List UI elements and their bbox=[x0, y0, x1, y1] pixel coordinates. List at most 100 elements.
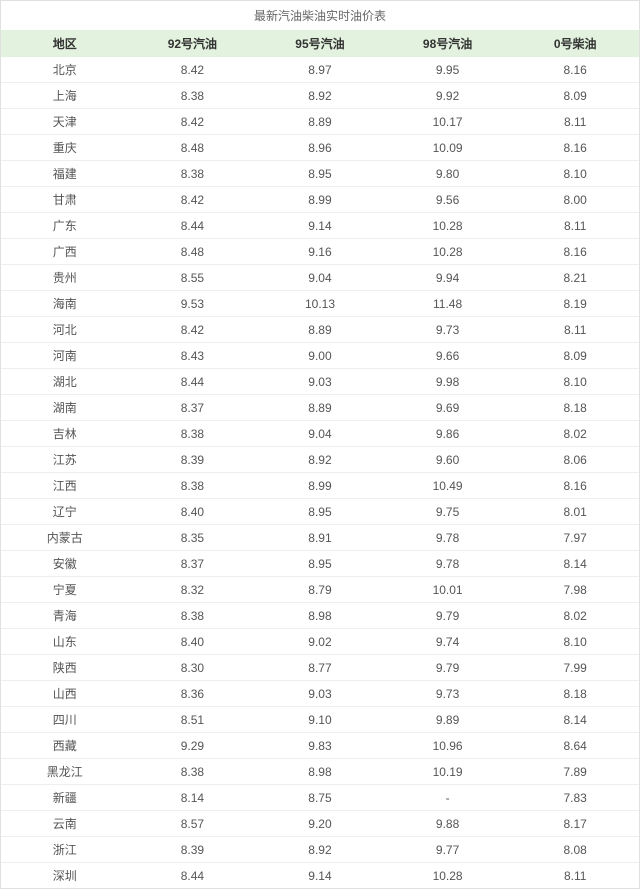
table-row: 青海8.388.989.798.02 bbox=[1, 603, 639, 629]
table-row: 海南9.5310.1311.488.19 bbox=[1, 291, 639, 317]
cell-price: 9.16 bbox=[256, 239, 384, 265]
fuel-price-table: 地区 92号汽油 95号汽油 98号汽油 0号柴油 北京8.428.979.95… bbox=[1, 30, 639, 888]
cell-price: 8.99 bbox=[256, 187, 384, 213]
cell-price: 8.21 bbox=[511, 265, 639, 291]
table-header-row: 地区 92号汽油 95号汽油 98号汽油 0号柴油 bbox=[1, 30, 639, 57]
cell-price: 8.16 bbox=[511, 239, 639, 265]
cell-price: 9.03 bbox=[256, 681, 384, 707]
cell-price: 8.37 bbox=[129, 395, 257, 421]
cell-price: 9.79 bbox=[384, 655, 512, 681]
cell-price: 8.02 bbox=[511, 421, 639, 447]
cell-price: 8.55 bbox=[129, 265, 257, 291]
cell-region: 湖南 bbox=[1, 395, 129, 421]
table-row: 陕西8.308.779.797.99 bbox=[1, 655, 639, 681]
cell-price: 8.11 bbox=[511, 863, 639, 889]
cell-region: 甘肃 bbox=[1, 187, 129, 213]
cell-price: 8.89 bbox=[256, 109, 384, 135]
cell-price: 8.89 bbox=[256, 317, 384, 343]
cell-price: 8.16 bbox=[511, 57, 639, 83]
cell-price: 10.28 bbox=[384, 213, 512, 239]
cell-price: 8.57 bbox=[129, 811, 257, 837]
cell-price: 8.97 bbox=[256, 57, 384, 83]
cell-price: 8.42 bbox=[129, 317, 257, 343]
cell-price: 8.16 bbox=[511, 135, 639, 161]
cell-price: 8.64 bbox=[511, 733, 639, 759]
cell-region: 宁夏 bbox=[1, 577, 129, 603]
cell-price: 8.51 bbox=[129, 707, 257, 733]
cell-price: 7.83 bbox=[511, 785, 639, 811]
cell-price: 9.03 bbox=[256, 369, 384, 395]
cell-price: 8.42 bbox=[129, 109, 257, 135]
cell-region: 天津 bbox=[1, 109, 129, 135]
cell-price: 11.48 bbox=[384, 291, 512, 317]
cell-region: 湖北 bbox=[1, 369, 129, 395]
table-row: 江苏8.398.929.608.06 bbox=[1, 447, 639, 473]
cell-price: 9.20 bbox=[256, 811, 384, 837]
col-header-92: 92号汽油 bbox=[129, 30, 257, 57]
table-row: 重庆8.488.9610.098.16 bbox=[1, 135, 639, 161]
cell-region: 西藏 bbox=[1, 733, 129, 759]
cell-price: 8.77 bbox=[256, 655, 384, 681]
cell-price: 9.89 bbox=[384, 707, 512, 733]
cell-price: 8.38 bbox=[129, 759, 257, 785]
cell-price: 8.75 bbox=[256, 785, 384, 811]
cell-price: 8.30 bbox=[129, 655, 257, 681]
cell-price: 8.44 bbox=[129, 213, 257, 239]
cell-region: 江苏 bbox=[1, 447, 129, 473]
col-header-98: 98号汽油 bbox=[384, 30, 512, 57]
cell-region: 北京 bbox=[1, 57, 129, 83]
cell-region: 吉林 bbox=[1, 421, 129, 447]
cell-price: 9.73 bbox=[384, 681, 512, 707]
cell-price: 9.74 bbox=[384, 629, 512, 655]
cell-region: 河北 bbox=[1, 317, 129, 343]
cell-price: 8.98 bbox=[256, 759, 384, 785]
cell-price: 8.17 bbox=[511, 811, 639, 837]
cell-price: 10.28 bbox=[384, 863, 512, 889]
cell-price: 8.44 bbox=[129, 863, 257, 889]
cell-price: 8.91 bbox=[256, 525, 384, 551]
col-header-0diesel: 0号柴油 bbox=[511, 30, 639, 57]
cell-price: 9.78 bbox=[384, 551, 512, 577]
cell-price: 9.29 bbox=[129, 733, 257, 759]
cell-price: 9.00 bbox=[256, 343, 384, 369]
table-row: 山西8.369.039.738.18 bbox=[1, 681, 639, 707]
cell-price: 8.19 bbox=[511, 291, 639, 317]
table-row: 浙江8.398.929.778.08 bbox=[1, 837, 639, 863]
cell-price: 9.78 bbox=[384, 525, 512, 551]
cell-price: 10.96 bbox=[384, 733, 512, 759]
cell-price: 8.14 bbox=[511, 707, 639, 733]
cell-price: 10.13 bbox=[256, 291, 384, 317]
cell-price: 8.48 bbox=[129, 239, 257, 265]
cell-region: 内蒙古 bbox=[1, 525, 129, 551]
cell-price: 8.11 bbox=[511, 317, 639, 343]
cell-price: 7.97 bbox=[511, 525, 639, 551]
cell-price: 8.11 bbox=[511, 213, 639, 239]
cell-price: 10.49 bbox=[384, 473, 512, 499]
cell-price: 8.01 bbox=[511, 499, 639, 525]
cell-region: 重庆 bbox=[1, 135, 129, 161]
cell-price: 8.09 bbox=[511, 343, 639, 369]
cell-price: 8.11 bbox=[511, 109, 639, 135]
table-row: 广东8.449.1410.288.11 bbox=[1, 213, 639, 239]
table-row: 湖北8.449.039.988.10 bbox=[1, 369, 639, 395]
table-row: 河北8.428.899.738.11 bbox=[1, 317, 639, 343]
cell-price: 8.95 bbox=[256, 499, 384, 525]
cell-region: 安徽 bbox=[1, 551, 129, 577]
cell-price: 8.10 bbox=[511, 369, 639, 395]
table-row: 福建8.388.959.808.10 bbox=[1, 161, 639, 187]
table-row: 宁夏8.328.7910.017.98 bbox=[1, 577, 639, 603]
table-row: 江西8.388.9910.498.16 bbox=[1, 473, 639, 499]
cell-price: 9.04 bbox=[256, 421, 384, 447]
cell-price: 8.92 bbox=[256, 447, 384, 473]
cell-price: 8.38 bbox=[129, 603, 257, 629]
cell-price: 8.38 bbox=[129, 473, 257, 499]
cell-region: 贵州 bbox=[1, 265, 129, 291]
cell-price: 8.39 bbox=[129, 837, 257, 863]
cell-region: 海南 bbox=[1, 291, 129, 317]
table-row: 黑龙江8.388.9810.197.89 bbox=[1, 759, 639, 785]
cell-region: 山西 bbox=[1, 681, 129, 707]
cell-price: 8.99 bbox=[256, 473, 384, 499]
table-row: 甘肃8.428.999.568.00 bbox=[1, 187, 639, 213]
cell-region: 山东 bbox=[1, 629, 129, 655]
table-row: 西藏9.299.8310.968.64 bbox=[1, 733, 639, 759]
